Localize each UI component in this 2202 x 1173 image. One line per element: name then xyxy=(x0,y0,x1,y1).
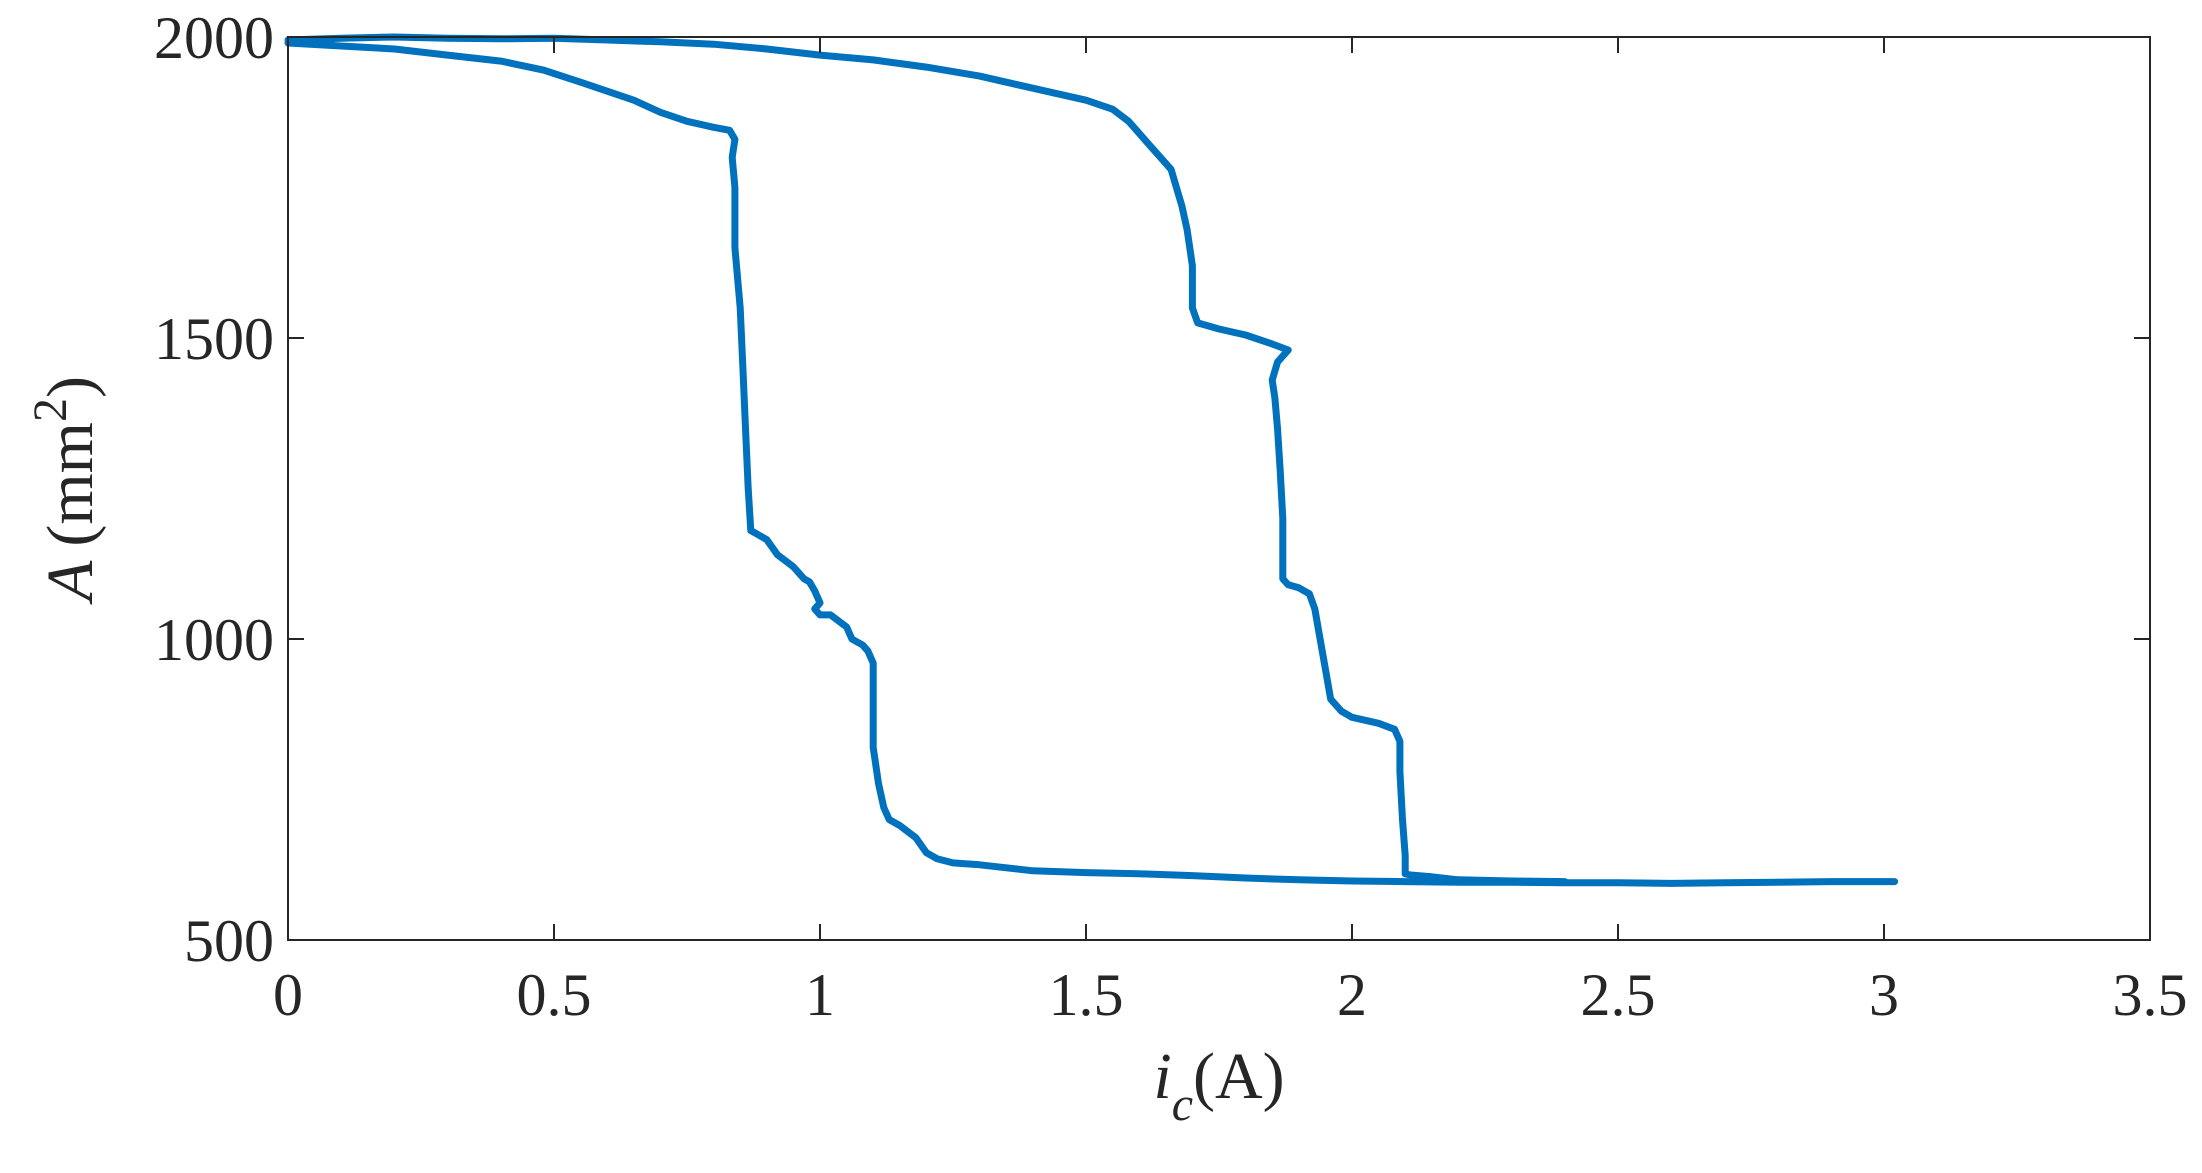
series-line-2 xyxy=(284,33,1569,886)
x-tick-marks xyxy=(287,37,2151,940)
y-tick-labels: 500 1000 1500 2000 xyxy=(154,5,274,974)
x-tick-label: 0.5 xyxy=(517,962,592,1028)
y-tick-label: 1000 xyxy=(154,607,274,673)
y-axis-label: A (mm2) xyxy=(24,376,107,605)
x-tick-label: 3.5 xyxy=(2113,962,2188,1028)
x-tick-label: 2.5 xyxy=(1581,962,1656,1028)
x-tick-label: 0 xyxy=(273,962,303,1028)
y-tick-label: 500 xyxy=(184,908,274,974)
x-tick-label: 1.5 xyxy=(1049,962,1124,1028)
x-tick-label: 2 xyxy=(1337,962,1367,1028)
x-tick-labels: 0 0.5 1 1.5 2 2.5 3 3.5 xyxy=(273,962,2188,1028)
x-tick-label: 1 xyxy=(805,962,835,1028)
y-axis-label-unit-pre: (mm xyxy=(34,422,107,547)
y-axis-label-sup: 2 xyxy=(24,398,77,422)
x-axis-label: ic(A) xyxy=(1153,1040,1284,1131)
series-layer xyxy=(284,33,1899,887)
y-tick-marks xyxy=(288,36,2150,941)
x-axis-label-sub: c xyxy=(1172,1078,1193,1131)
y-tick-label: 2000 xyxy=(154,5,274,71)
plot-box xyxy=(287,36,2151,941)
series-line-1 xyxy=(284,39,1899,887)
y-axis-label-unit-post: ) xyxy=(34,376,107,398)
y-axis-label-var: A xyxy=(34,560,107,605)
x-tick-label: 3 xyxy=(1869,962,1899,1028)
x-axis-label-var: i xyxy=(1153,1040,1171,1113)
x-axis-label-unit: (A) xyxy=(1193,1040,1285,1113)
y-tick-label: 1500 xyxy=(154,306,274,372)
